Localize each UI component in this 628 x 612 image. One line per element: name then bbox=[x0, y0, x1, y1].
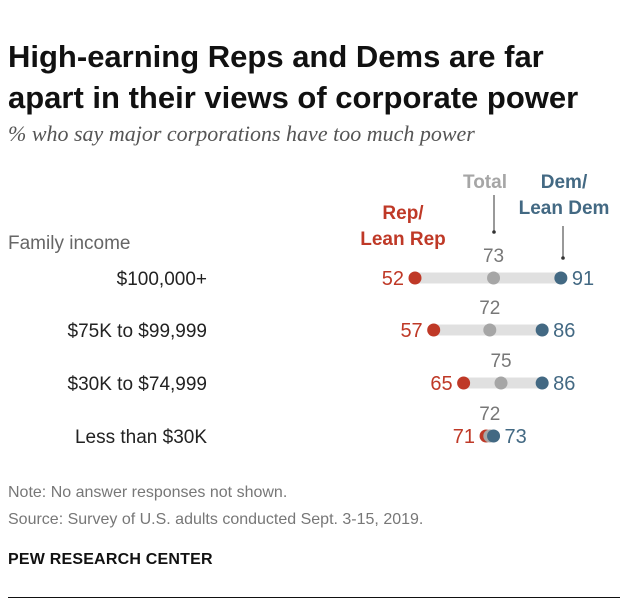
rep-dot bbox=[457, 376, 471, 390]
dem-leader-dot bbox=[561, 256, 565, 260]
total-value-label: 72 bbox=[479, 404, 500, 425]
row-header: Family income bbox=[8, 233, 130, 254]
brand-label: PEW RESEARCH CENTER bbox=[8, 551, 213, 568]
dem-dot bbox=[487, 429, 501, 443]
dem-value-label: 91 bbox=[572, 268, 594, 290]
dem-value-label: 86 bbox=[553, 320, 575, 342]
dem-dot bbox=[535, 376, 549, 390]
note-text: Note: No answer responses not shown. bbox=[8, 484, 288, 501]
total-dot bbox=[487, 271, 501, 285]
dem-dot bbox=[554, 271, 568, 285]
legend-label-total: Total bbox=[463, 172, 507, 193]
category-label: $75K to $99,999 bbox=[68, 321, 207, 342]
rep-value-label: 52 bbox=[382, 268, 404, 290]
total-value-label: 75 bbox=[490, 351, 511, 372]
category-label: $30K to $74,999 bbox=[68, 374, 207, 395]
total-dot bbox=[483, 323, 497, 337]
source-text: Source: Survey of U.S. adults conducted … bbox=[8, 511, 424, 528]
bottom-rule bbox=[8, 597, 620, 598]
dem-value-label: 73 bbox=[505, 426, 527, 448]
chart-title: High-earning Reps and Dems are far apart… bbox=[8, 39, 579, 115]
rep-value-label: 65 bbox=[430, 373, 452, 395]
category-label: Less than $30K bbox=[75, 427, 207, 448]
dem-value-label: 86 bbox=[553, 373, 575, 395]
rep-value-label: 57 bbox=[400, 320, 422, 342]
chart-subtitle: % who say major corporations have too mu… bbox=[8, 121, 475, 146]
rep-dot bbox=[408, 271, 422, 285]
dem-dot bbox=[535, 323, 549, 337]
total-leader-dot bbox=[492, 230, 496, 234]
legend-label-rep: Rep/ bbox=[382, 203, 424, 224]
legend-label-dem: Dem/ bbox=[541, 172, 588, 193]
category-label: $100,000+ bbox=[117, 269, 207, 290]
total-dot bbox=[494, 376, 508, 390]
total-value-label: 72 bbox=[479, 298, 500, 319]
rep-dot bbox=[427, 323, 441, 337]
legend-label-dem: Lean Dem bbox=[519, 198, 610, 219]
legend-label-rep: Lean Rep bbox=[360, 229, 446, 250]
rep-value-label: 71 bbox=[453, 426, 475, 448]
total-value-label: 73 bbox=[483, 246, 504, 267]
